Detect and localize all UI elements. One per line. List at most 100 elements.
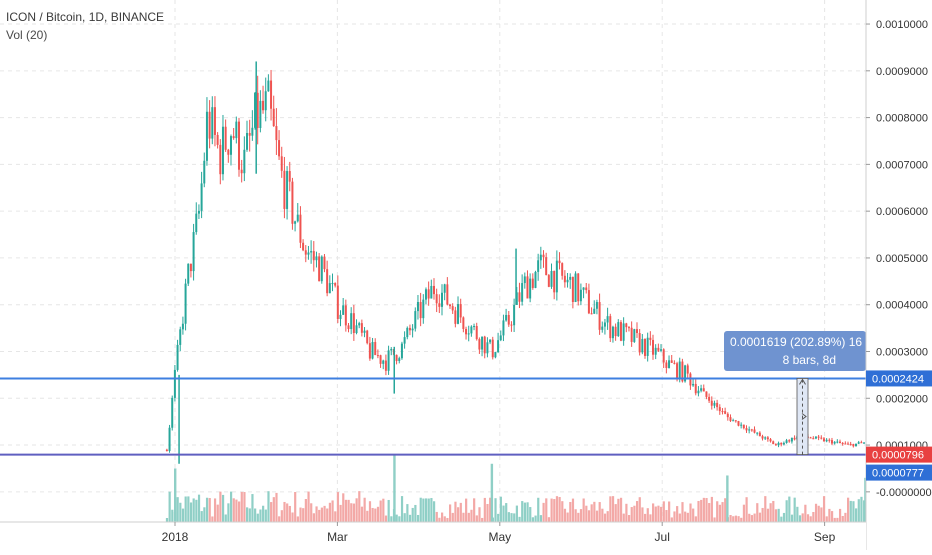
volume-bar	[817, 505, 820, 522]
candle-body	[668, 360, 671, 368]
candle-body	[531, 278, 534, 288]
candle-body	[721, 411, 724, 413]
horizontal-lines[interactable]	[0, 377, 866, 456]
volume-bar	[646, 508, 649, 522]
candle-body	[857, 442, 860, 444]
candle-body	[489, 339, 492, 343]
candle-body	[358, 323, 361, 326]
volume-bar	[649, 514, 652, 522]
volume-bar	[788, 496, 791, 522]
candle-body	[566, 279, 569, 283]
candle-body	[491, 339, 494, 358]
candle-body	[571, 276, 574, 303]
candle-body	[296, 214, 299, 222]
candle-body	[374, 342, 377, 356]
volume-bar	[601, 508, 604, 522]
volume-bar	[294, 492, 297, 522]
candle-body	[726, 413, 729, 418]
volume-bar	[478, 507, 481, 522]
candle-body	[849, 443, 852, 445]
candle-body	[595, 302, 598, 309]
candle-body	[379, 355, 382, 364]
volume-bar	[793, 497, 796, 522]
volume-bar	[312, 513, 315, 522]
candle-body	[670, 360, 673, 363]
volume-bar	[737, 516, 740, 522]
candle-body	[710, 400, 713, 406]
volume-bar	[534, 515, 537, 522]
candle-body	[635, 329, 638, 334]
volume-bar	[841, 515, 844, 522]
volume-bar	[836, 517, 839, 522]
candle-body	[304, 250, 307, 255]
legend: ICON / Bitcoin, 1D, BINANCE Vol (20)	[6, 8, 164, 44]
volume-bar	[331, 500, 334, 522]
candle-body	[662, 349, 665, 363]
candle-body	[812, 438, 815, 440]
candle-body	[558, 260, 561, 264]
volume-bar	[790, 514, 794, 522]
volume-bar	[558, 497, 561, 522]
candle-body	[510, 324, 513, 326]
volume-bar	[617, 498, 620, 522]
volume-bar	[833, 517, 836, 522]
candle-body	[307, 252, 310, 255]
volume-bar	[708, 503, 711, 522]
volume-bar	[598, 502, 601, 522]
volume-bar	[302, 508, 305, 522]
x-tick-label: Jul	[655, 530, 670, 544]
volume-bar	[406, 504, 409, 522]
volume-bar	[339, 504, 342, 522]
volume-bar	[742, 504, 746, 522]
candle-body	[483, 336, 486, 354]
volume-bar	[716, 501, 719, 522]
symbol-title[interactable]: ICON / Bitcoin, 1D, BINANCE	[6, 10, 165, 24]
candle-body	[577, 273, 580, 302]
time-axis-bg	[0, 522, 866, 550]
candle-body	[486, 342, 489, 354]
candle-body	[817, 436, 820, 438]
volume-indicator-label[interactable]: Vol (20)	[6, 28, 48, 42]
volume-bar	[424, 498, 428, 522]
volume-bar	[812, 512, 815, 522]
volume-bar	[288, 505, 291, 522]
volume-bar	[251, 494, 254, 522]
candle-body	[537, 260, 540, 272]
measure-tool[interactable]: 0.0001619 (202.89%) 16 8 bars, 8d	[724, 331, 866, 456]
volume-bar	[678, 513, 681, 522]
candle-body	[478, 339, 481, 350]
candle-body	[553, 270, 556, 293]
volume-bar	[227, 503, 230, 522]
candle-body	[473, 326, 476, 328]
candle-body	[462, 317, 465, 329]
volume-bar	[855, 508, 858, 522]
volume-bar	[411, 507, 414, 522]
candle-body	[310, 251, 313, 253]
candle-body	[390, 349, 393, 351]
candle-body	[192, 232, 195, 272]
volume-bar	[571, 498, 575, 522]
volume-bar	[435, 511, 438, 522]
candle-body	[181, 323, 184, 330]
volume-bar	[459, 502, 462, 522]
candle-body	[563, 275, 566, 283]
candle-body	[764, 437, 767, 439]
candle-body	[769, 439, 772, 442]
volume-bar	[579, 509, 583, 522]
candle-body	[347, 325, 350, 330]
candle-body	[756, 432, 759, 434]
volume-bar	[566, 512, 569, 522]
candle-body	[203, 160, 206, 184]
candle-body	[197, 210, 200, 214]
candle-body	[342, 305, 345, 315]
volume-bar	[246, 507, 249, 522]
x-tick-label: Sep	[814, 530, 836, 544]
candle-body	[574, 273, 577, 303]
candle-body	[424, 289, 427, 300]
volume-bar	[278, 516, 281, 522]
volume-bar	[724, 498, 727, 522]
volume-bar	[395, 514, 398, 522]
volume-bar	[457, 507, 460, 522]
candle-body	[855, 443, 858, 447]
